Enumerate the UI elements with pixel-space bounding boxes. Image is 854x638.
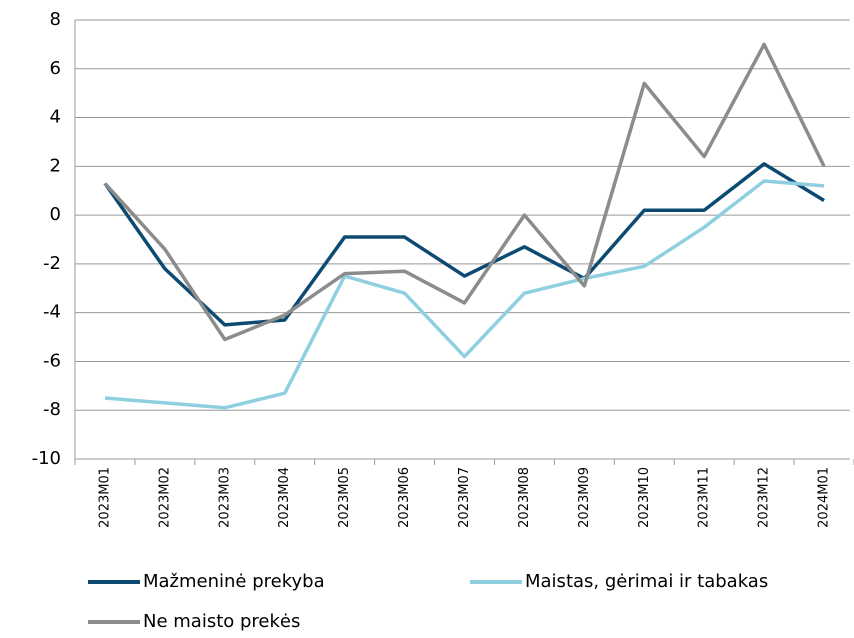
- y-tick-label: 4: [50, 107, 61, 128]
- y-tick-label: -10: [32, 448, 61, 469]
- legend-label: Maistas, gėrimai ir tabakas: [525, 571, 768, 592]
- y-tick-label: -4: [43, 302, 61, 323]
- y-tick-label: -8: [43, 399, 61, 420]
- x-tick-label: 2023M04: [277, 467, 292, 528]
- legend-label: Ne maisto prekės: [143, 611, 300, 632]
- x-tick-label: 2023M09: [577, 467, 592, 528]
- x-tick-label: 2024M01: [817, 467, 832, 528]
- y-tick-label: 6: [50, 58, 61, 79]
- y-tick-label: 2: [50, 155, 61, 176]
- x-tick-label: 2023M07: [457, 467, 472, 528]
- x-tick-label: 2023M03: [217, 467, 232, 528]
- x-tick-label: 2023M08: [517, 467, 532, 528]
- x-tick-label: 2023M12: [757, 467, 772, 528]
- y-tick-label: 8: [50, 9, 61, 30]
- series-line: [103, 42, 826, 342]
- x-tick-label: 2023M11: [697, 467, 712, 528]
- legend-label: Mažmeninė prekyba: [143, 571, 325, 592]
- series-line: [104, 179, 825, 410]
- y-tick-label: -2: [43, 253, 61, 274]
- x-tick-label: 2023M01: [97, 467, 112, 528]
- series-line: [103, 162, 825, 327]
- x-tick-label: 2023M05: [337, 467, 352, 528]
- x-tick-label: 2023M06: [397, 467, 412, 528]
- x-tick-label: 2023M10: [637, 467, 652, 528]
- x-tick-label: 2023M02: [157, 467, 172, 528]
- y-tick-label: 0: [50, 204, 61, 225]
- y-tick-label: -6: [43, 350, 61, 371]
